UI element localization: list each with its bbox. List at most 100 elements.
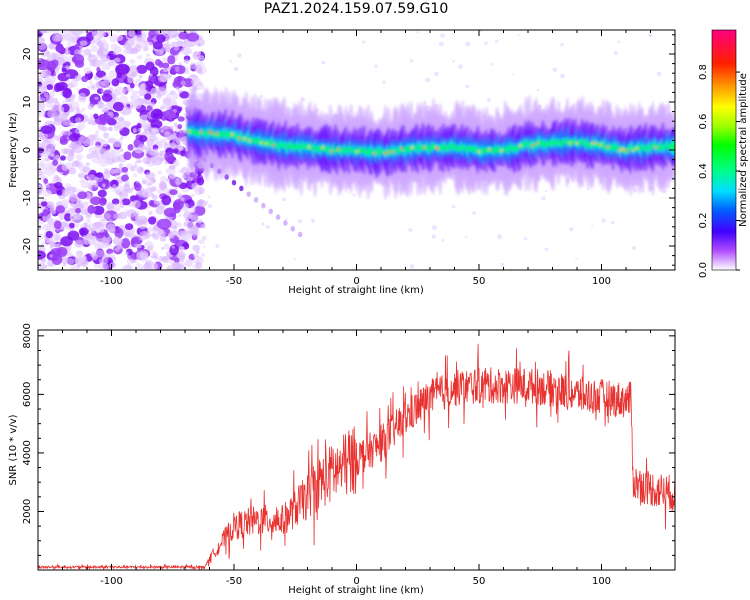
noise-speckle bbox=[158, 181, 167, 190]
noise-speckle bbox=[183, 59, 190, 64]
noise-speckle bbox=[87, 134, 96, 141]
noise-speckle bbox=[88, 239, 96, 246]
noise-speckle bbox=[297, 231, 303, 238]
noise-speckle bbox=[50, 142, 57, 148]
noise-speckle bbox=[83, 66, 91, 75]
noise-speckle bbox=[50, 79, 56, 85]
noise-speckle bbox=[138, 74, 143, 79]
noise-speckle bbox=[78, 136, 88, 144]
noise-speckle bbox=[173, 122, 178, 127]
noise-speckle bbox=[648, 33, 653, 38]
noise-speckle bbox=[136, 159, 142, 164]
spectrogram-y-axis-label: Frequency (Hz) bbox=[8, 112, 19, 188]
noise-speckle bbox=[91, 253, 98, 261]
y-tick-label: -20 bbox=[22, 238, 33, 254]
noise-speckle bbox=[165, 126, 170, 130]
y-tick-label: -10 bbox=[22, 190, 33, 206]
noise-speckle bbox=[61, 163, 69, 172]
noise-speckle bbox=[91, 30, 101, 39]
noise-speckle bbox=[190, 225, 200, 234]
noise-speckle bbox=[253, 197, 259, 203]
noise-speckle bbox=[67, 167, 77, 175]
noise-speckle bbox=[167, 30, 178, 38]
noise-speckle bbox=[60, 236, 73, 247]
noise-speckle bbox=[109, 262, 116, 269]
noise-speckle bbox=[114, 185, 125, 193]
noise-speckle bbox=[552, 67, 558, 73]
x-tick-label: -100 bbox=[100, 576, 123, 587]
noise-speckle bbox=[120, 200, 124, 205]
colorbar-tick-label: 0.4 bbox=[698, 163, 709, 179]
noise-speckle bbox=[97, 189, 107, 198]
noise-speckle bbox=[189, 193, 196, 198]
noise-speckle bbox=[141, 122, 148, 129]
noise-speckle bbox=[77, 200, 81, 204]
noise-speckle bbox=[51, 52, 59, 59]
noise-speckle bbox=[145, 178, 154, 187]
noise-speckle bbox=[52, 179, 56, 183]
snr-y-ticks: 2000 4000 6000 8000 bbox=[22, 323, 675, 571]
chart-title: PAZ1.2024.159.07.59.G10 bbox=[263, 1, 449, 17]
noise-speckle bbox=[81, 107, 86, 113]
noise-speckle bbox=[178, 246, 185, 252]
noise-speckle bbox=[59, 135, 67, 144]
spectrogram-y-ticks: -20 -10 0 10 20 bbox=[22, 34, 675, 266]
x-tick-label: -100 bbox=[100, 276, 123, 287]
noise-speckle bbox=[154, 256, 159, 260]
noise-speckle bbox=[465, 41, 471, 47]
noise-speckle bbox=[68, 253, 74, 257]
noise-speckle bbox=[111, 155, 121, 163]
noise-speckle bbox=[134, 182, 142, 192]
noise-speckle bbox=[451, 204, 456, 209]
noise-speckle bbox=[68, 150, 75, 157]
noise-speckle bbox=[434, 71, 439, 76]
noise-speckle bbox=[169, 164, 176, 170]
noise-speckle bbox=[161, 195, 172, 206]
noise-speckle bbox=[56, 246, 68, 258]
noise-speckle bbox=[75, 153, 83, 160]
noise-speckle bbox=[196, 256, 202, 263]
noise-speckle bbox=[66, 42, 72, 49]
noise-speckle bbox=[362, 40, 366, 44]
noise-speckle bbox=[123, 102, 128, 107]
noise-speckle bbox=[168, 105, 172, 110]
noise-speckle bbox=[103, 212, 111, 220]
noise-speckle bbox=[164, 161, 169, 165]
noise-speckle bbox=[408, 227, 413, 233]
noise-speckle bbox=[38, 132, 49, 140]
noise-speckle bbox=[182, 129, 188, 134]
noise-speckle bbox=[151, 194, 158, 201]
x-tick-label: 50 bbox=[473, 576, 486, 587]
noise-speckle bbox=[61, 130, 68, 136]
noise-speckle bbox=[78, 227, 89, 236]
noise-speckle bbox=[200, 73, 203, 76]
noise-speckle bbox=[87, 204, 96, 215]
noise-speckle bbox=[114, 227, 124, 239]
noise-speckle bbox=[102, 237, 108, 242]
noise-speckle bbox=[151, 157, 163, 166]
noise-speckle bbox=[174, 45, 180, 51]
noise-speckle bbox=[155, 87, 167, 97]
noise-speckle bbox=[138, 128, 141, 132]
noise-speckle bbox=[159, 105, 166, 110]
noise-speckle bbox=[46, 60, 57, 72]
noise-speckle bbox=[163, 73, 168, 77]
noise-speckle bbox=[55, 243, 61, 249]
noise-speckle bbox=[174, 56, 179, 61]
noise-speckle bbox=[382, 80, 386, 85]
noise-speckle bbox=[87, 174, 96, 182]
noise-speckle bbox=[111, 63, 116, 67]
noise-speckle bbox=[111, 203, 121, 212]
noise-speckle bbox=[268, 208, 273, 215]
noise-speckle bbox=[517, 34, 520, 37]
noise-speckle bbox=[40, 125, 53, 134]
noise-speckle bbox=[94, 137, 99, 143]
noise-speckle bbox=[149, 244, 155, 249]
y-tick-label: 0 bbox=[22, 147, 33, 153]
noise-speckle bbox=[51, 254, 63, 266]
noise-speckle bbox=[139, 251, 149, 261]
noise-speckle bbox=[169, 189, 178, 196]
noise-speckle bbox=[174, 161, 178, 165]
noise-speckle bbox=[171, 245, 175, 249]
